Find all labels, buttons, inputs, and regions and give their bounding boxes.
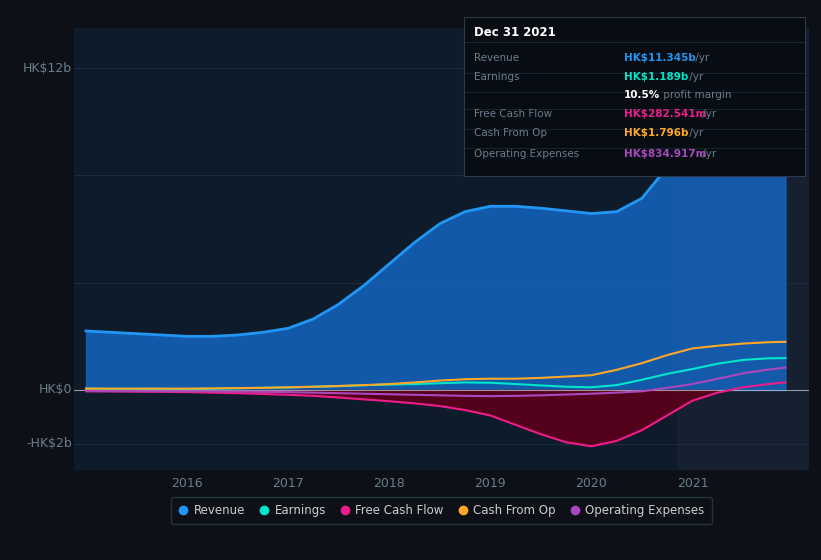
Text: Cash From Op: Cash From Op [474, 128, 547, 138]
Text: HK$0: HK$0 [39, 384, 72, 396]
Text: Earnings: Earnings [474, 72, 520, 82]
Bar [677, 28, 821, 470]
Text: -HK$2b: -HK$2b [26, 437, 72, 450]
Text: /yr: /yr [699, 109, 716, 119]
Text: HK$12b: HK$12b [23, 62, 72, 74]
Text: Revenue: Revenue [474, 53, 519, 63]
Text: profit margin: profit margin [660, 90, 732, 100]
Text: /yr: /yr [686, 128, 703, 138]
Text: HK$834.917m: HK$834.917m [624, 149, 707, 159]
Text: Free Cash Flow: Free Cash Flow [474, 109, 553, 119]
Text: Operating Expenses: Operating Expenses [474, 149, 580, 159]
Text: /yr: /yr [699, 149, 716, 159]
Legend: Revenue, Earnings, Free Cash Flow, Cash From Op, Operating Expenses: Revenue, Earnings, Free Cash Flow, Cash … [171, 497, 712, 524]
Text: HK$282.541m: HK$282.541m [624, 109, 707, 119]
Text: /yr: /yr [686, 72, 703, 82]
Text: HK$11.345b: HK$11.345b [624, 53, 696, 63]
Text: HK$1.796b: HK$1.796b [624, 128, 689, 138]
Text: Dec 31 2021: Dec 31 2021 [474, 26, 556, 39]
Text: HK$1.189b: HK$1.189b [624, 72, 688, 82]
Text: 10.5%: 10.5% [624, 90, 660, 100]
Text: /yr: /yr [692, 53, 709, 63]
